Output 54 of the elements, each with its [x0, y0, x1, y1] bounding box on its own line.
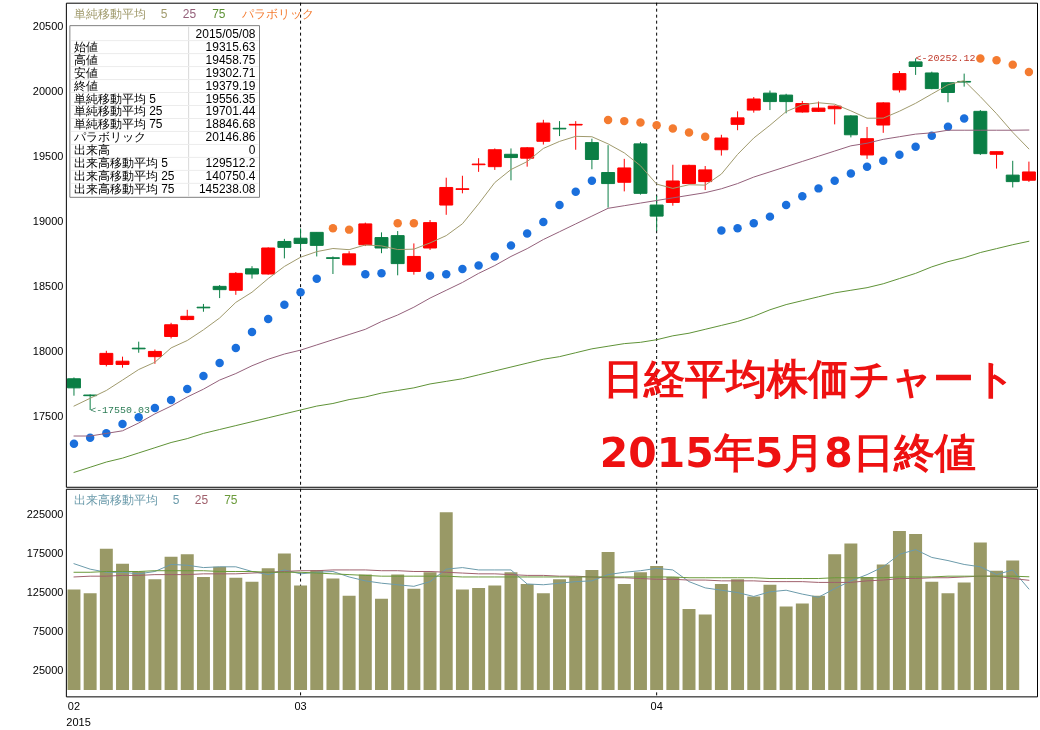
text: 日経平均株価チャート — [602, 354, 1016, 403]
y-tick-label: 19000 — [32, 214, 64, 227]
text: 75 — [212, 6, 226, 21]
annotation: 0 — [248, 143, 256, 158]
legend-title: 出来高移動平均 — [73, 492, 158, 507]
annotation: 出来高移動平均 25 — [73, 169, 175, 184]
annotation: 単純移動平均 25 — [73, 104, 163, 119]
text: 25 — [194, 492, 209, 507]
annotation: 出来高 — [73, 143, 110, 158]
annotation: 19302.71 — [205, 65, 256, 80]
annotation: 出来高移動平均 5 — [73, 156, 169, 171]
annotation: 出来高移動平均 75 — [73, 182, 175, 197]
legend-title: 単純移動平均 — [73, 6, 146, 21]
y-tick-label: 75000 — [32, 625, 64, 638]
annotation: 単純移動平均 75 — [73, 117, 163, 132]
y-tick-label: 175000 — [26, 547, 64, 560]
annotation: 140750.4 — [205, 169, 256, 184]
annotation: 19458.75 — [205, 52, 256, 67]
annotation: パラボリック — [72, 130, 146, 145]
y-tick-label: 225000 — [26, 508, 64, 521]
y-tick-label: 20000 — [32, 84, 64, 97]
annotation: 20146.86 — [205, 130, 256, 145]
annotation: 単純移動平均 5 — [73, 91, 157, 106]
text: 25 — [182, 6, 197, 21]
y-tick-label: 125000 — [26, 586, 64, 599]
x-axis-title: 2015 — [66, 715, 91, 728]
annotation: <-20252.12 — [915, 53, 976, 65]
annotation: 19556.35 — [205, 91, 256, 106]
y-tick-label: 25000 — [32, 664, 64, 677]
annotation: 129512.2 — [205, 156, 256, 171]
annotation: 145238.08 — [198, 182, 256, 197]
annotation: 終値 — [72, 78, 98, 93]
y-tick-label: 17500 — [32, 409, 64, 422]
x-tick-label: 02 — [67, 699, 81, 712]
annotation: 高値 — [73, 52, 98, 67]
annotation: 始値 — [73, 39, 98, 54]
y-tick-label: 20500 — [32, 19, 64, 32]
y-tick-label: 18000 — [32, 344, 64, 357]
annotation: 18846.68 — [205, 117, 256, 132]
annotation: <-17550.03 — [90, 404, 150, 416]
x-tick-label: 04 — [650, 699, 663, 712]
annotation: 19379.19 — [205, 78, 256, 93]
text: 5 — [160, 6, 168, 21]
annotation: 19701.44 — [205, 104, 256, 119]
text: 75 — [224, 492, 238, 507]
text: 2015年5月8日終値 — [599, 428, 976, 477]
text: パラボリック — [240, 6, 314, 21]
x-tick-label: 03 — [294, 699, 307, 712]
annotation: 2015/05/08 — [195, 26, 256, 41]
annotation: 安値 — [73, 65, 98, 80]
text: 5 — [172, 492, 180, 507]
y-tick-label: 19500 — [32, 149, 64, 162]
y-tick-label: 18500 — [32, 279, 64, 292]
annotation: 19315.63 — [205, 39, 256, 54]
